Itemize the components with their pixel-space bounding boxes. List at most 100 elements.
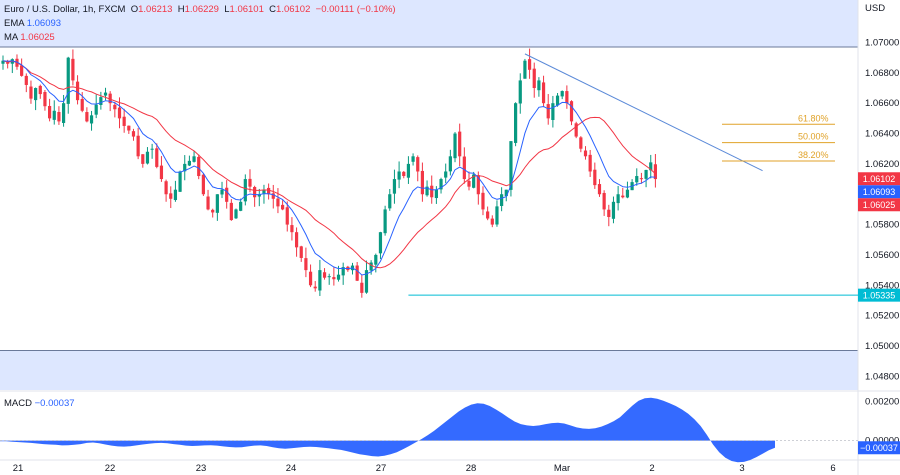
candle-body [537, 80, 541, 91]
candle-body [257, 194, 261, 197]
candle-body [430, 185, 434, 198]
x-tick-label: 22 [105, 463, 116, 474]
candle-body [197, 156, 201, 177]
ema-row[interactable]: EMA 1.06093 [4, 17, 396, 31]
price-badge-label: 1.06025 [863, 200, 896, 210]
candle-body [383, 209, 387, 234]
candle-body [593, 169, 597, 186]
ohlc-row: Euro / U.S. Dollar, 1h, FXCM O1.06213 H 1… [4, 3, 396, 17]
candle-body [625, 189, 630, 198]
candle-body [416, 157, 420, 172]
candle-body [420, 170, 424, 195]
candle-body [402, 171, 406, 177]
macd-tick-label: 0.00200 [865, 397, 899, 408]
high-label: H [177, 4, 185, 15]
candle-body [336, 274, 341, 280]
low-label: L [224, 4, 230, 15]
candle-body [341, 267, 345, 276]
candle-body [131, 131, 136, 137]
macd-legend[interactable]: MACD −0.00037 [4, 398, 75, 409]
open-label: O [130, 4, 139, 15]
trendline [524, 53, 763, 172]
candle-body [178, 171, 182, 192]
x-tick-label: 2 [649, 463, 654, 474]
candle-body [467, 180, 471, 187]
candle-body [71, 58, 75, 81]
candle-body [313, 286, 317, 289]
candle-body [569, 101, 574, 122]
candle-body [66, 57, 70, 104]
candle-body [486, 211, 490, 219]
candle-body [215, 194, 219, 213]
candle-body [322, 272, 327, 278]
fib-level-label: 50.00% [798, 132, 829, 142]
price-badge-label: 1.05335 [863, 290, 896, 300]
candle-body [52, 110, 56, 120]
candle-body [374, 254, 378, 265]
candle-body [504, 189, 508, 197]
candle-body [1, 60, 5, 64]
candle-body [551, 103, 555, 120]
x-tick-label: 28 [466, 463, 477, 474]
y-tick-label: 1.05800 [865, 220, 899, 231]
candle-body [281, 204, 285, 210]
macd-area [0, 397, 775, 463]
candle-body [360, 282, 364, 293]
candle-body [211, 209, 215, 213]
candle-body [103, 92, 108, 96]
candle-body [43, 92, 47, 107]
open-value: 1.06213 [138, 4, 173, 15]
candle-body [527, 59, 532, 70]
candle-body [304, 258, 308, 271]
x-tick-label: 21 [13, 463, 24, 474]
band-top-region [0, 0, 858, 48]
candle-body [472, 174, 476, 188]
candle-body [75, 81, 80, 101]
candle-body [565, 91, 569, 104]
low-value: 1.06101 [229, 4, 264, 15]
y-tick-label: 1.05400 [865, 280, 899, 291]
macd-badge-label: −0.00037 [860, 443, 898, 453]
macd-badge [858, 441, 900, 455]
x-tick-label: 27 [376, 463, 387, 474]
y-tick-label: 1.06600 [865, 98, 899, 109]
candle-body [378, 232, 383, 254]
candle-body [649, 162, 653, 171]
y-tick-label: 1.06400 [865, 129, 899, 140]
candle-body [6, 62, 10, 64]
candle-body [611, 201, 616, 219]
candle-body [392, 179, 397, 194]
candles-group [1, 48, 657, 298]
candle-body [220, 189, 224, 195]
candle-body [206, 196, 210, 210]
candle-body [541, 82, 546, 104]
candle-body [439, 179, 443, 190]
ma-row[interactable]: MA 1.06025 [4, 31, 396, 45]
candle-body [20, 65, 24, 76]
candle-body [635, 176, 639, 183]
macd-tick-label: 0.00000 [865, 436, 899, 447]
fib-level-label: 38.20% [798, 150, 829, 160]
candle-body [583, 150, 588, 157]
x-tick-label: Mar [554, 463, 570, 474]
band-bottom-region [0, 350, 858, 390]
candle-body [369, 262, 373, 271]
candle-body [276, 198, 280, 207]
candle-body [514, 103, 518, 143]
candle-body [29, 86, 33, 99]
candle-body [201, 174, 205, 195]
candle-body [117, 107, 122, 119]
ma-line [2, 60, 656, 269]
candle-body [444, 171, 448, 178]
y-tick-label: 1.04800 [865, 371, 899, 382]
candle-body [248, 178, 252, 187]
symbol-label[interactable]: Euro / U.S. Dollar, 1h, FXCM [4, 4, 126, 15]
candle-body [476, 175, 480, 195]
candle-body [229, 202, 233, 221]
candle-body [85, 112, 89, 122]
candle-body [653, 164, 657, 180]
price-badge-label: 1.06093 [863, 187, 896, 197]
y-tick-label: 1.07000 [865, 37, 899, 48]
y-tick-label: 1.06800 [865, 68, 899, 79]
